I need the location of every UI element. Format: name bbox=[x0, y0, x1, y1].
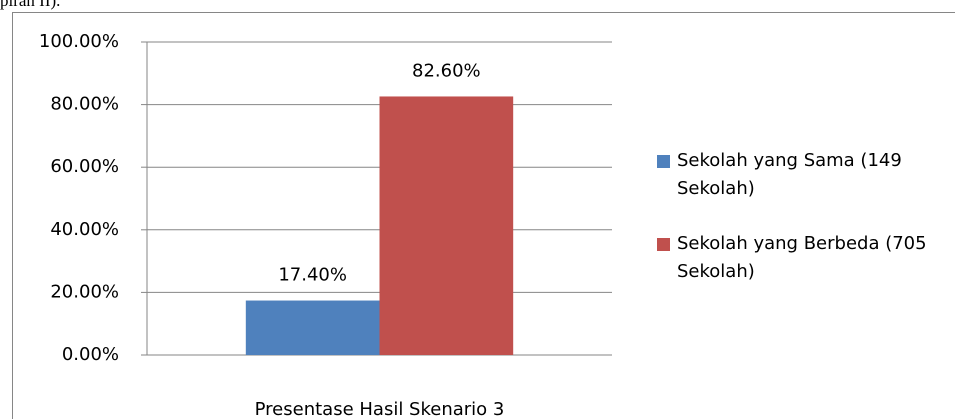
bar bbox=[245, 300, 380, 355]
bar bbox=[379, 96, 514, 355]
caption: piran II). bbox=[0, 0, 61, 10]
legend-item: Sekolah yang Berbeda (705 Sekolah) bbox=[657, 230, 932, 286]
y-tick-label: 60.00% bbox=[50, 156, 119, 177]
data-label: 82.60% bbox=[412, 60, 481, 81]
y-tick-label: 40.00% bbox=[50, 219, 119, 240]
y-tick-label: 20.00% bbox=[50, 281, 119, 302]
legend-swatch bbox=[657, 238, 670, 251]
legend-swatch bbox=[657, 155, 670, 168]
chart-frame bbox=[12, 12, 955, 419]
x-tick-label: Presentase Hasil Skenario 3 bbox=[255, 399, 505, 419]
legend-item: Sekolah yang Sama (149 Sekolah) bbox=[657, 147, 932, 203]
legend-label: Sekolah yang Berbeda (705 Sekolah) bbox=[677, 233, 927, 282]
y-tick-label: 100.00% bbox=[39, 31, 119, 52]
data-label: 17.40% bbox=[278, 265, 347, 286]
legend-label: Sekolah yang Sama (149 Sekolah) bbox=[677, 150, 902, 199]
y-tick-label: 0.00% bbox=[62, 344, 119, 365]
y-tick-label: 80.00% bbox=[50, 94, 119, 115]
